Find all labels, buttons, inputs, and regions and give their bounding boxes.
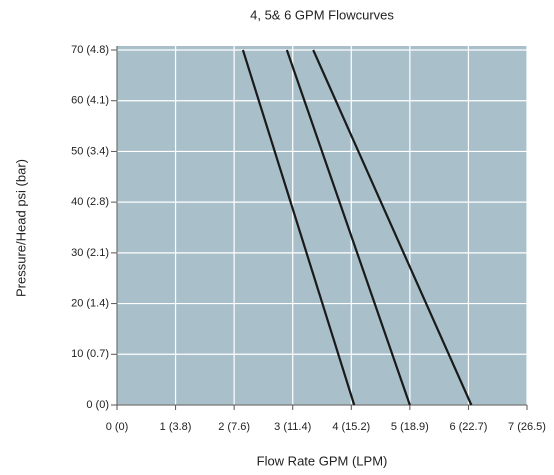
y-tick-label: 40 (2.8) xyxy=(71,196,109,208)
y-tick-label: 50 (3.4) xyxy=(71,145,109,157)
x-tick-label: 1 (3.8) xyxy=(160,421,192,433)
x-tick-label: 4 (15.2) xyxy=(332,421,370,433)
y-tick-label: 20 (1.4) xyxy=(71,297,109,309)
y-tick-label: 70 (4.8) xyxy=(71,44,109,56)
flow-curve xyxy=(241,49,356,406)
x-tick-label: 6 (22.7) xyxy=(449,421,487,433)
x-tick-label: 2 (7.6) xyxy=(218,421,250,433)
flow-curve xyxy=(285,49,411,406)
y-tick-label: 30 (2.1) xyxy=(71,247,109,259)
x-axis-label: Flow Rate GPM (LPM) xyxy=(257,453,388,468)
x-tick-label: 7 (26.5) xyxy=(508,421,546,433)
x-tick-label: 0 (0) xyxy=(106,421,129,433)
flow-curve xyxy=(312,49,473,406)
y-tick-label: 0 (0) xyxy=(86,399,109,411)
plot-area xyxy=(117,46,527,405)
y-tick-label: 10 (0.7) xyxy=(71,348,109,360)
x-tick-label: 3 (11.4) xyxy=(274,421,311,433)
y-axis-label: Pressure/Head psi (bar) xyxy=(13,159,28,297)
x-tick-label: 5 (18.9) xyxy=(391,421,429,433)
chart-title: 4, 5& 6 GPM Flowcurves xyxy=(250,7,394,22)
y-tick-label: 60 (4.1) xyxy=(71,95,109,107)
